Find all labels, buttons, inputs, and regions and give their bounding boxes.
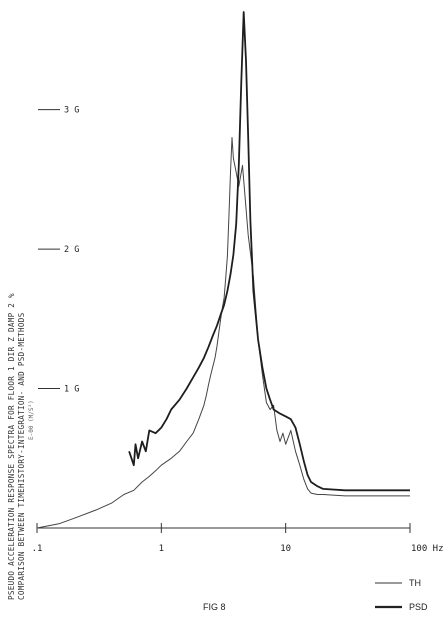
legend: TH PSD [375, 578, 428, 612]
chart-title-block: PSEUDO ACCELERATION RESPONSE SPECTRA FOR… [7, 293, 26, 600]
series-layer [36, 11, 410, 529]
y-tick-label: 2 G [64, 245, 79, 255]
series-th-line [36, 137, 410, 529]
chart-title-line-1: PSEUDO ACCELERATION RESPONSE SPECTRA FOR… [7, 293, 16, 600]
chart-title-line-2: COMPARISON BETWEEN TIMEHISTORY-INTEGRATI… [17, 312, 26, 600]
x-tick-label: 100 Hz [411, 544, 444, 554]
y-axis-ticks: 1 G 2 G 3 G [38, 106, 79, 395]
legend-th-label: TH [409, 578, 421, 588]
x-tick-label: 10 [280, 544, 291, 554]
legend-psd-label: PSD [409, 602, 428, 612]
series-psd-line [128, 11, 410, 492]
x-tick-label: .1 [32, 544, 43, 554]
y-tick-label: 1 G [64, 385, 79, 395]
x-axis-ticks: .1 1 10 100 Hz [32, 523, 444, 554]
y-tick-label: 3 G [64, 106, 79, 116]
x-tick-label: 1 [159, 544, 164, 554]
unit-note: E-00 (M/S²) [28, 400, 35, 440]
figure-caption: FIG 8 [203, 602, 226, 612]
